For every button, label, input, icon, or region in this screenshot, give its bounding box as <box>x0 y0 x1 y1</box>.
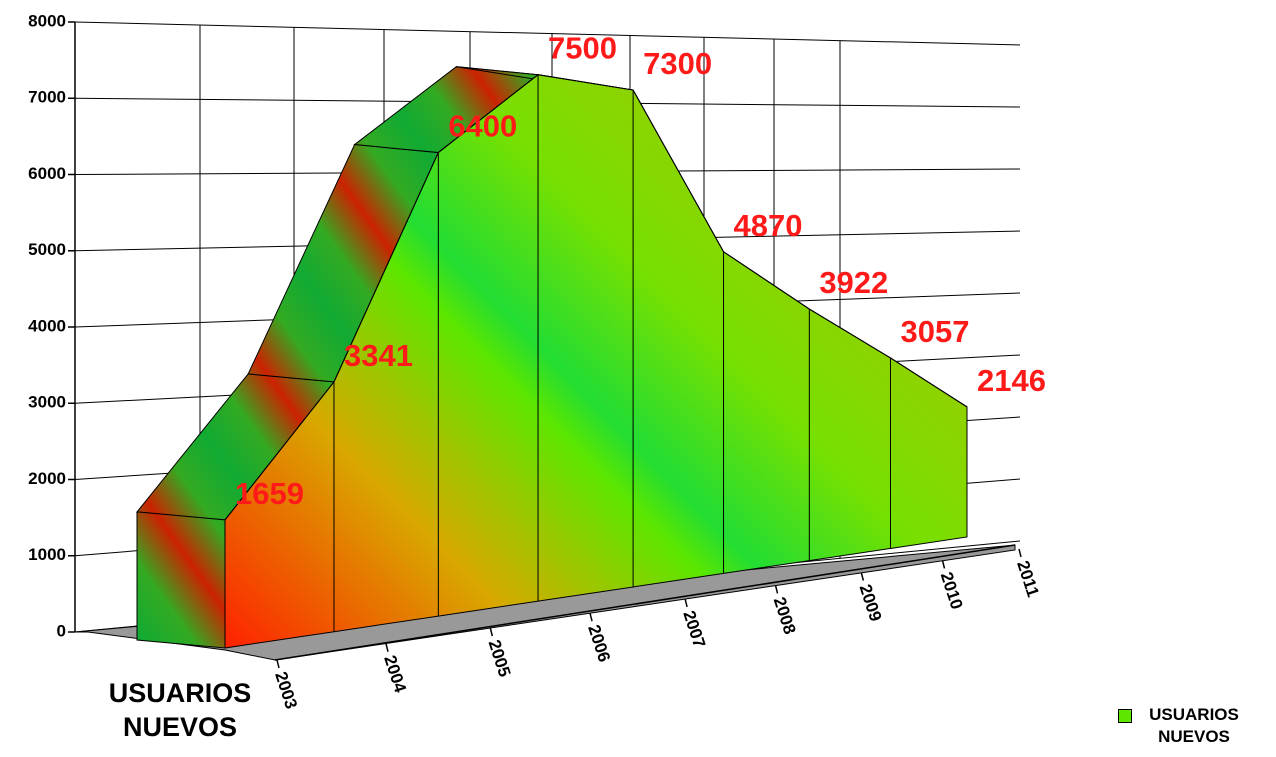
area-top-edge <box>224 74 968 521</box>
x-tick-label: 2005 <box>485 637 515 679</box>
x-tick-label: 2006 <box>584 623 614 665</box>
x-tick <box>941 560 946 569</box>
y-tick-label: 6000 <box>28 164 66 183</box>
y-tick-label: 4000 <box>28 316 66 335</box>
x-tick-label: 2008 <box>770 595 800 637</box>
x-tick-label: 2009 <box>856 582 886 624</box>
y-tick-label: 1000 <box>28 545 66 564</box>
x-tick-label: 2010 <box>937 570 967 612</box>
value-label: 3341 <box>344 338 413 373</box>
y-tick-label: 7000 <box>28 88 66 107</box>
x-tick <box>385 643 389 652</box>
x-tick-label: 2011 <box>1013 558 1042 599</box>
value-label: 3057 <box>900 314 969 349</box>
y-tick-label: 2000 <box>28 469 66 488</box>
y-tick-label: 3000 <box>28 393 66 412</box>
x-tick <box>774 585 779 594</box>
x-tick <box>860 572 865 581</box>
x-tick <box>684 598 688 608</box>
plot: 2003 1659 2004 3341 2005 6400 2006 7500 2007 7300… <box>136 31 1046 711</box>
side-face <box>136 511 226 649</box>
y-tick-label: 8000 <box>28 11 66 30</box>
grid-line <box>74 21 1021 46</box>
legend-swatch <box>1118 709 1132 723</box>
y-tick-label: 0 <box>57 621 66 640</box>
x-axis <box>274 544 1016 661</box>
depth-axis-label: USUARIOS NUEVOS <box>108 678 252 742</box>
x-tick <box>1018 548 1022 558</box>
x-tick <box>276 659 280 669</box>
x-tick <box>489 627 494 637</box>
y-tick-label: 5000 <box>28 240 66 259</box>
value-label: 4870 <box>734 208 803 243</box>
x-tick-label: 2007 <box>679 608 709 650</box>
value-label: 2146 <box>977 363 1046 398</box>
x-tick-label: 2003 <box>271 669 301 711</box>
value-label: 7300 <box>643 46 712 81</box>
value-label: 7500 <box>548 31 617 66</box>
value-label: 3922 <box>819 265 888 300</box>
value-label: 1659 <box>235 476 304 511</box>
legend-label: USUARIOS NUEVOS <box>1149 705 1239 746</box>
value-label: 6400 <box>448 109 517 144</box>
x-tick-label: 2004 <box>380 653 410 695</box>
x-tick <box>589 612 593 622</box>
